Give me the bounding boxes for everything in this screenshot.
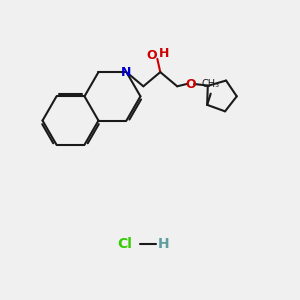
Text: O: O	[185, 77, 196, 91]
Text: Cl: Cl	[118, 237, 132, 251]
Text: O: O	[147, 49, 157, 62]
Text: H: H	[159, 47, 169, 60]
Text: CH₃: CH₃	[202, 79, 220, 89]
Text: H: H	[158, 237, 169, 251]
Text: N: N	[121, 66, 132, 79]
